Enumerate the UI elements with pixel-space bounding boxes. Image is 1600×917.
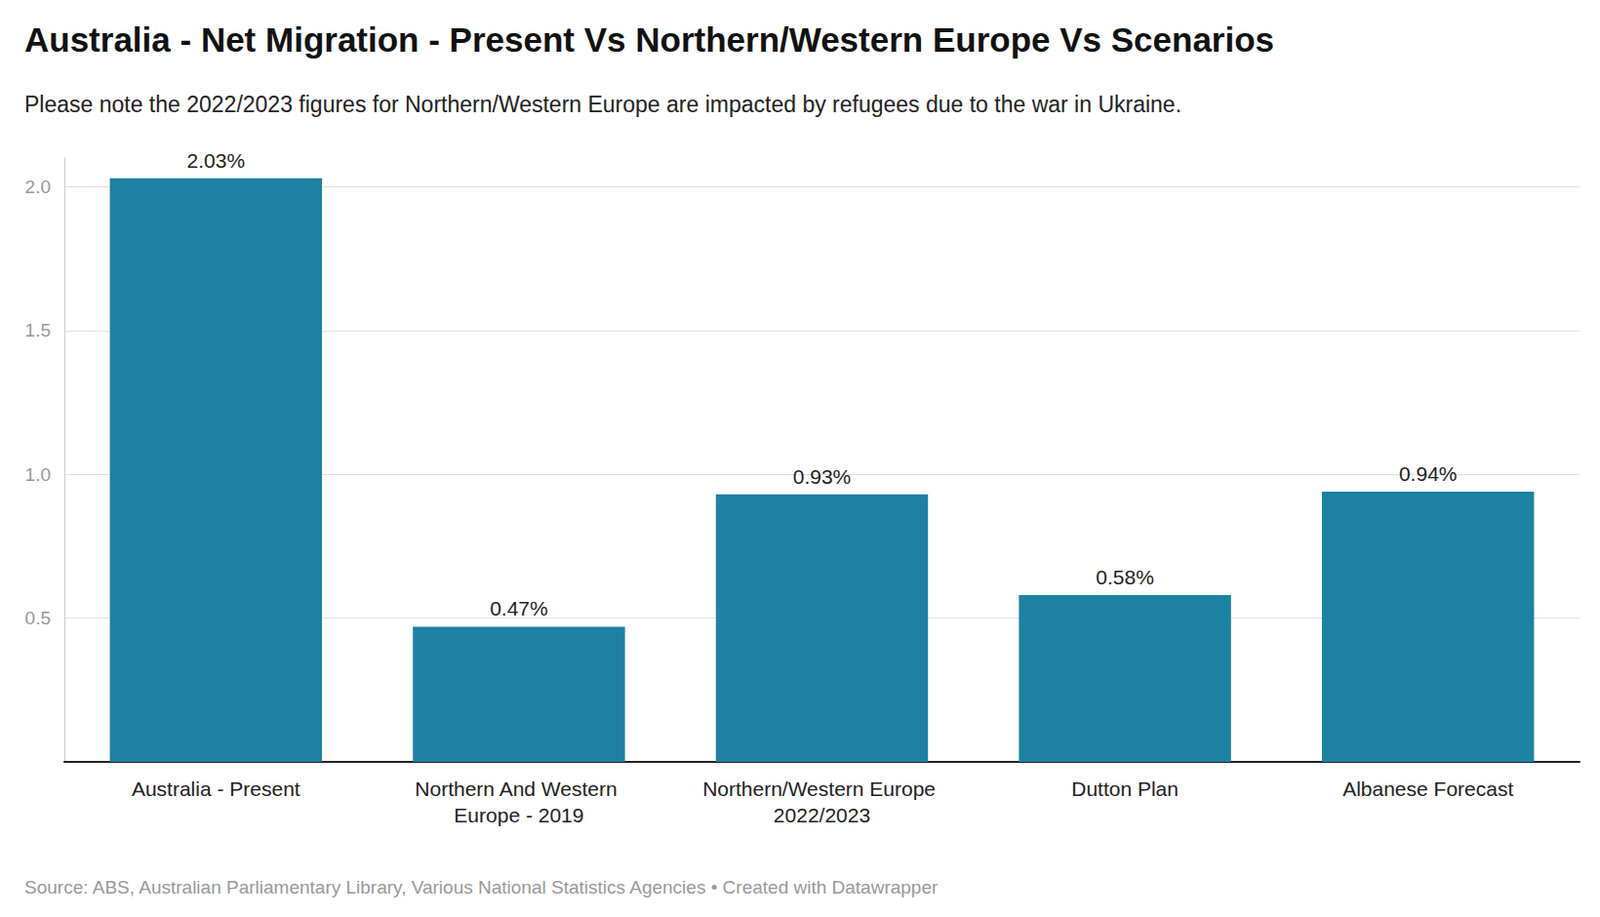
svg-text:Northern/Western Europe: Northern/Western Europe — [702, 777, 942, 800]
svg-text:Northern And Western: Northern And Western — [414, 777, 623, 800]
svg-text:Australia - Present: Australia - Present — [131, 777, 301, 800]
svg-text:2.0: 2.0 — [25, 176, 51, 198]
svg-text:Source: ABS, Australian Parlia: Source: ABS, Australian Parliamentary Li… — [24, 877, 939, 898]
svg-text:0.47%: 0.47% — [489, 597, 549, 620]
svg-text:1.5: 1.5 — [25, 320, 51, 341]
svg-text:0.58%: 0.58% — [1095, 565, 1155, 589]
svg-text:1.0: 1.0 — [25, 464, 51, 485]
svg-text:Albanese Forecast: Albanese Forecast — [1342, 777, 1514, 800]
svg-text:Please note the 2022/2023 figu: Please note the 2022/2023 figures for No… — [24, 91, 1182, 118]
svg-text:Europe - 2019: Europe - 2019 — [453, 803, 584, 827]
svg-text:Australia - Net Migration - Pr: Australia - Net Migration - Present Vs N… — [24, 20, 1275, 59]
svg-text:Dutton Plan: Dutton Plan — [1071, 777, 1179, 800]
svg-text:0.94%: 0.94% — [1399, 462, 1458, 485]
svg-text:0.5: 0.5 — [25, 607, 51, 629]
svg-text:2022/2023: 2022/2023 — [773, 803, 871, 827]
svg-text:0.93%: 0.93% — [793, 465, 852, 488]
svg-text:2.03%: 2.03% — [187, 149, 246, 172]
